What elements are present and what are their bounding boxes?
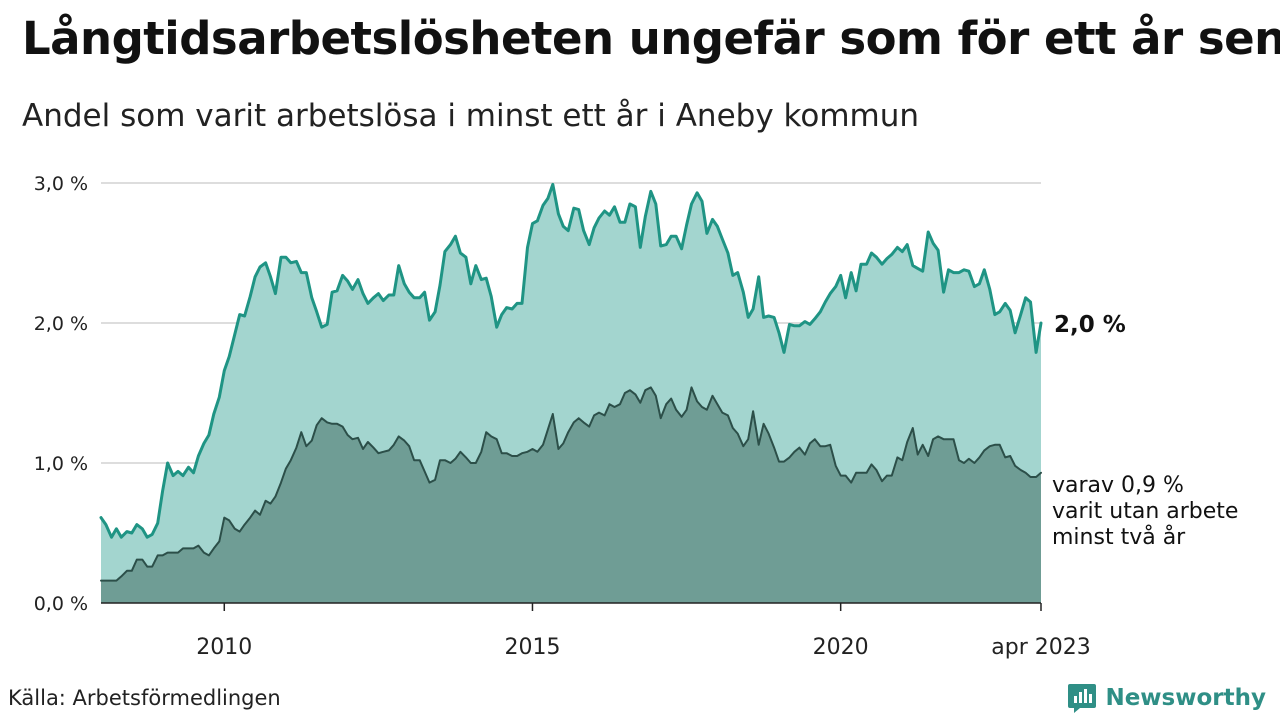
newsworthy-logo-icon — [1068, 684, 1097, 713]
y-tick-label: 0,0 % — [34, 593, 88, 615]
chart-title: Långtidsarbetslösheten ungefär som för e… — [22, 12, 1280, 65]
end-label-sub-line-2: varit utan arbete — [1052, 499, 1238, 524]
x-tick-label: apr 2023 — [991, 635, 1090, 660]
series-lines — [99, 182, 1043, 582]
area-chart: 0,0 % 1,0 % 2,0 % 3,0 % 2010 2015 2020 apr 2023… — [34, 173, 1239, 660]
x-tick-label: 2015 — [504, 635, 560, 660]
end-label-sub-line-1: varav 0,9 % — [1052, 473, 1184, 498]
brand-name: Newsworthy — [1105, 685, 1266, 711]
end-label-total: 2,0 % — [1054, 312, 1126, 338]
area-sub — [101, 387, 1041, 603]
brand[interactable]: Newsworthy — [1067, 682, 1266, 714]
x-tick-label: 2020 — [813, 635, 869, 660]
y-tick-label: 3,0 % — [34, 173, 88, 195]
line-total — [99, 182, 1043, 539]
source-note: Källa: Arbetsförmedlingen — [8, 686, 281, 710]
series-areas — [101, 184, 1041, 603]
x-tick-label: 2010 — [196, 635, 252, 660]
end-labels: 2,0 % varav 0,9 % varit utan arbete mins… — [1052, 312, 1238, 550]
line-sub — [100, 386, 1042, 582]
y-tick-label: 2,0 % — [34, 313, 88, 335]
end-label-sub-line-3: minst två år — [1052, 524, 1186, 550]
chart-subtitle: Andel som varit arbetslösa i minst ett å… — [22, 98, 920, 134]
axes: 0,0 % 1,0 % 2,0 % 3,0 % 2010 2015 2020 apr 2023 — [34, 173, 1091, 660]
y-tick-label: 1,0 % — [34, 453, 88, 475]
